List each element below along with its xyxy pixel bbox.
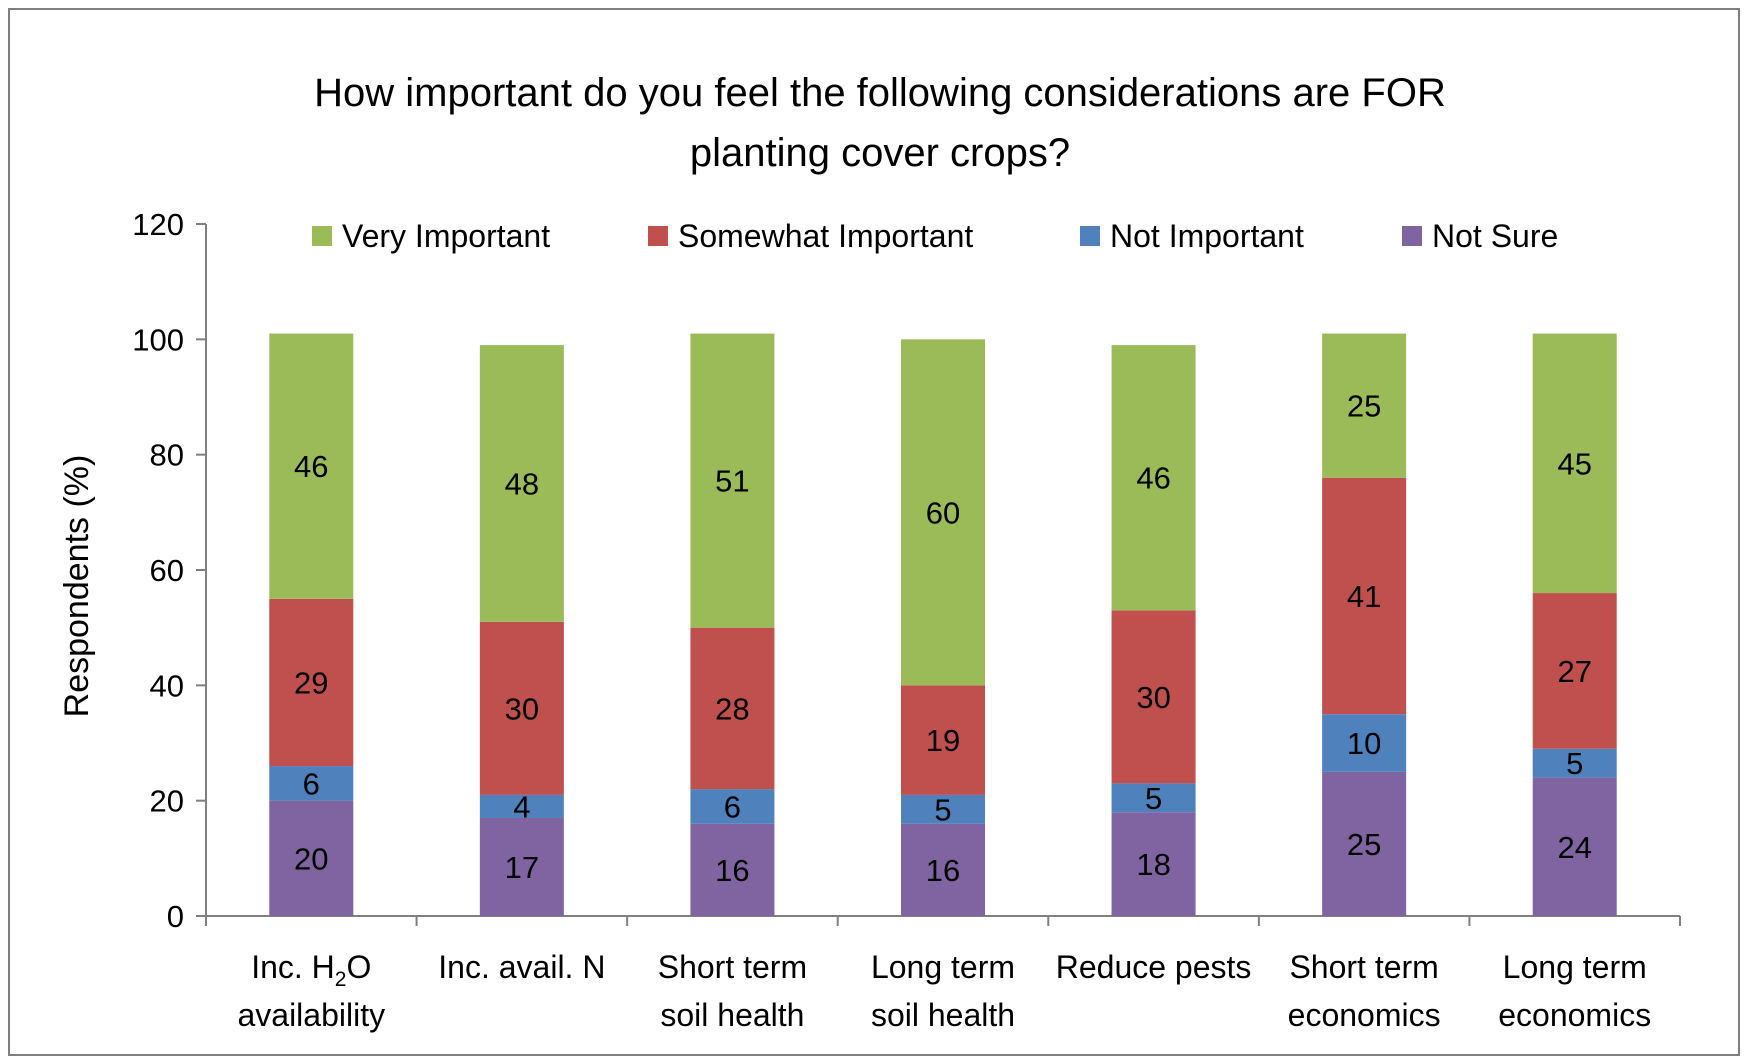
x-category-label: Long term	[1503, 949, 1647, 985]
data-label: 16	[715, 853, 749, 888]
legend-swatch	[312, 226, 332, 246]
data-label: 45	[1557, 446, 1591, 481]
bar-segment-very-important	[269, 333, 354, 599]
x-category-label: economics	[1498, 997, 1651, 1033]
x-category-label: Inc. H2O	[251, 949, 371, 991]
bar-segment-not-important	[901, 794, 985, 824]
data-label: 60	[926, 495, 960, 530]
x-category-label: economics	[1288, 997, 1441, 1033]
legend-swatch	[1080, 226, 1100, 246]
x-category-label: Short term	[1289, 949, 1438, 985]
bar-segment-not-sure	[1111, 812, 1196, 916]
data-label: 30	[505, 691, 539, 726]
bar-segment-very-important	[690, 333, 775, 628]
legend-label: Not Important	[1110, 218, 1304, 254]
bar-segment-somewhat-important	[479, 621, 564, 795]
bar-segment-somewhat-important	[269, 598, 354, 767]
bar-segment-not-sure	[269, 800, 354, 916]
bar-segment-not-important	[690, 789, 775, 824]
y-tick-label: 0	[167, 899, 184, 934]
y-tick-label: 20	[150, 784, 184, 819]
data-label: 24	[1557, 830, 1591, 865]
legend-label: Very Important	[342, 218, 550, 254]
bar-segment-not-important	[1322, 714, 1407, 772]
data-label: 20	[294, 841, 328, 876]
data-label: 6	[724, 789, 741, 824]
data-label: 18	[1136, 847, 1170, 882]
chart-title-line: planting cover crops?	[690, 131, 1070, 175]
data-label: 6	[303, 766, 320, 801]
bar-segment-not-important	[479, 794, 564, 818]
bar-segment-not-sure	[901, 823, 985, 916]
y-tick-label: 40	[150, 668, 184, 703]
y-tick-label: 80	[150, 438, 184, 473]
data-label: 16	[926, 853, 960, 888]
data-label: 51	[715, 464, 749, 499]
bar-segment-very-important	[479, 345, 564, 622]
bar-segment-not-important	[269, 766, 354, 801]
data-label: 25	[1347, 389, 1381, 424]
data-label: 19	[926, 723, 960, 758]
y-axis-title: Respondents (%)	[58, 455, 96, 718]
data-label: 5	[1145, 781, 1162, 816]
bar-segment-somewhat-important	[690, 627, 775, 790]
bar-segment-not-sure	[1532, 777, 1617, 916]
data-label: 4	[513, 789, 530, 824]
data-label: 46	[1136, 461, 1170, 496]
data-label: 25	[1347, 827, 1381, 862]
legend-swatch	[648, 226, 668, 246]
y-tick-label: 100	[132, 322, 184, 357]
data-label: 30	[1136, 680, 1170, 715]
bar-segment-not-sure	[690, 823, 775, 916]
bar-segment-somewhat-important	[901, 685, 985, 795]
y-tick-label: 120	[132, 207, 184, 242]
legend-swatch	[1402, 226, 1422, 246]
chart-title-line: How important do you feel the following …	[314, 71, 1446, 115]
data-label: 41	[1347, 579, 1381, 614]
bar-segment-very-important	[1532, 333, 1617, 594]
bar-segment-very-important	[901, 339, 985, 686]
legend-label: Not Sure	[1432, 218, 1558, 254]
bar-segment-not-sure	[479, 817, 564, 916]
data-label: 48	[505, 467, 539, 502]
bar-segment-somewhat-important	[1111, 610, 1196, 784]
data-label: 5	[1566, 746, 1583, 781]
x-category-label: Reduce pests	[1056, 949, 1252, 985]
y-tick-label: 60	[150, 553, 184, 588]
data-label: 46	[294, 449, 328, 484]
x-category-label: availability	[237, 997, 385, 1033]
legend-label: Somewhat Important	[678, 218, 973, 254]
bar-segment-somewhat-important	[1532, 593, 1617, 749]
data-label: 29	[294, 665, 328, 700]
bar-segment-not-sure	[1322, 771, 1407, 916]
bar-segment-somewhat-important	[1322, 477, 1407, 715]
x-category-label: Long term	[871, 949, 1015, 985]
bar-segment-not-important	[1532, 748, 1617, 778]
bar-segment-not-important	[1111, 783, 1196, 813]
x-category-label: Inc. avail. N	[438, 949, 605, 985]
bar-segment-very-important	[1322, 333, 1407, 478]
data-label: 10	[1347, 726, 1381, 761]
x-category-label: soil health	[660, 997, 804, 1033]
data-label: 5	[934, 792, 951, 827]
bar-segment-very-important	[1111, 345, 1196, 611]
data-label: 17	[505, 850, 539, 885]
data-label: 28	[715, 691, 749, 726]
x-category-label: Short term	[658, 949, 807, 985]
x-category-label: soil health	[871, 997, 1015, 1033]
data-label: 27	[1557, 654, 1591, 689]
